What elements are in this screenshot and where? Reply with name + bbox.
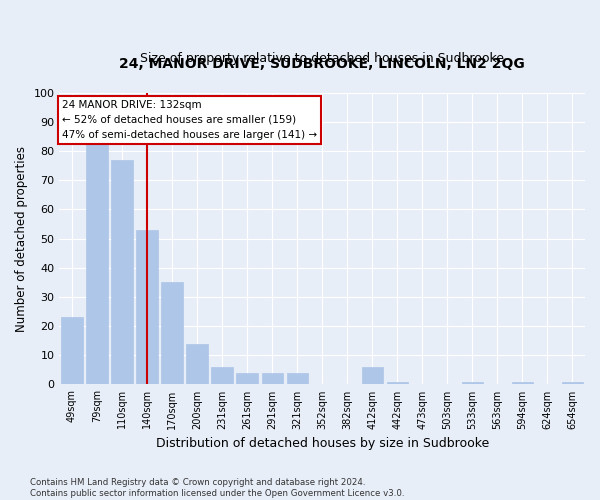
Bar xyxy=(287,373,308,384)
Text: 24, MANOR DRIVE, SUDBROOKE, LINCOLN, LN2 2QG: 24, MANOR DRIVE, SUDBROOKE, LINCOLN, LN2… xyxy=(119,57,525,71)
Bar xyxy=(61,318,83,384)
Bar xyxy=(112,160,133,384)
Bar xyxy=(562,382,583,384)
Bar xyxy=(211,367,233,384)
Text: Contains HM Land Registry data © Crown copyright and database right 2024.
Contai: Contains HM Land Registry data © Crown c… xyxy=(30,478,404,498)
Text: 24 MANOR DRIVE: 132sqm
← 52% of detached houses are smaller (159)
47% of semi-de: 24 MANOR DRIVE: 132sqm ← 52% of detached… xyxy=(62,100,317,140)
Bar xyxy=(86,142,107,384)
Bar xyxy=(161,282,182,384)
Bar xyxy=(136,230,158,384)
Title: Size of property relative to detached houses in Sudbrooke: Size of property relative to detached ho… xyxy=(140,52,504,66)
X-axis label: Distribution of detached houses by size in Sudbrooke: Distribution of detached houses by size … xyxy=(155,437,489,450)
Bar xyxy=(236,373,258,384)
Bar xyxy=(362,367,383,384)
Y-axis label: Number of detached properties: Number of detached properties xyxy=(15,146,28,332)
Bar xyxy=(262,373,283,384)
Bar xyxy=(462,382,483,384)
Bar xyxy=(512,382,533,384)
Bar xyxy=(187,344,208,384)
Bar xyxy=(386,382,408,384)
